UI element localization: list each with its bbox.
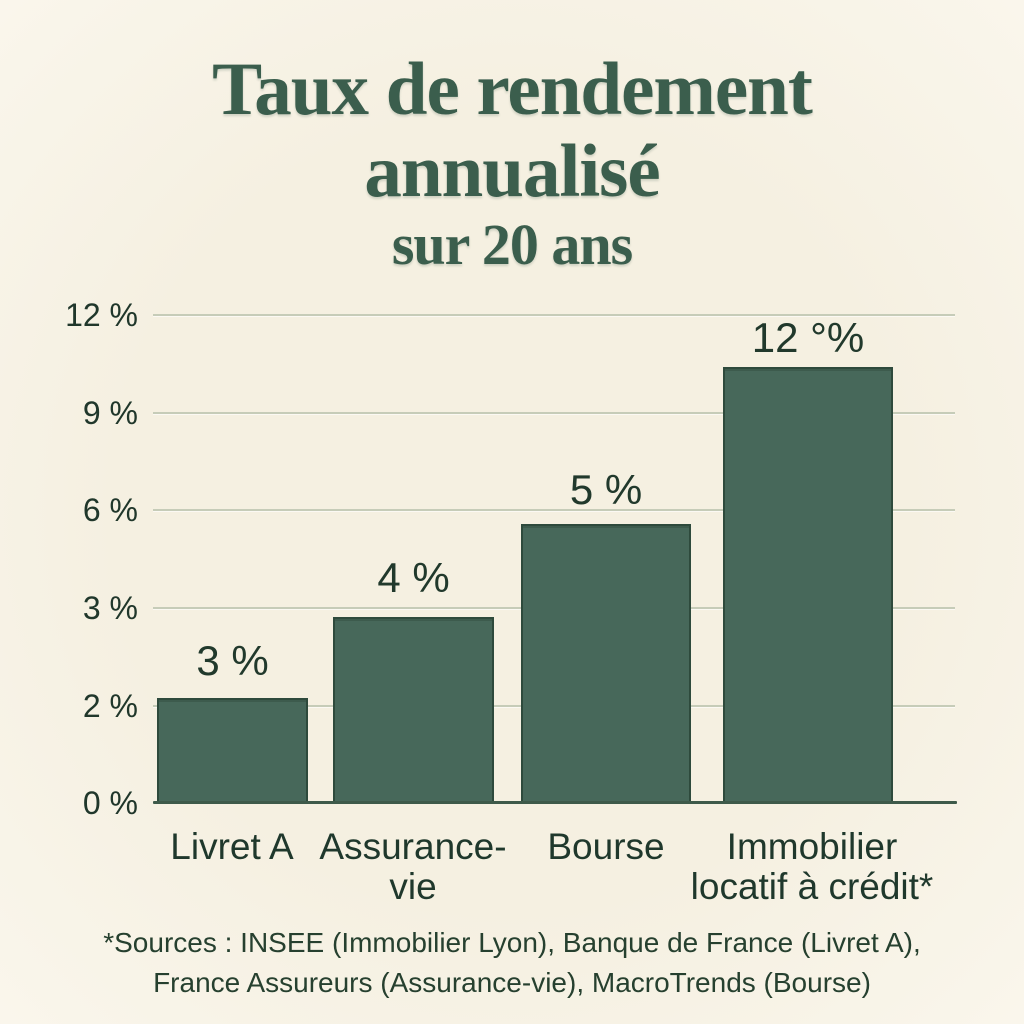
- chart-title-line-1: Taux de rendement: [212, 48, 813, 131]
- y-axis-tick-6: 6 %: [82, 492, 138, 528]
- x-label-livret-a: Livret A: [132, 827, 332, 867]
- value-label-livret-a: 3 %: [196, 637, 269, 684]
- gridline-12pct: [153, 314, 955, 316]
- value-label-assurance-vie: 4 %: [377, 554, 450, 601]
- value-label-immobilier: 12 °%: [751, 314, 865, 361]
- bar-bourse: [521, 524, 691, 803]
- x-label-line: Livret A: [170, 826, 294, 867]
- sources-footnote-line-2: France Assureurs (Assurance-vie), MacroT…: [153, 967, 871, 998]
- x-label-immobilier: Immobilier locatif à crédit*: [671, 827, 953, 907]
- y-axis-tick-3: 3 %: [82, 590, 138, 626]
- x-label-line: Bourse: [547, 826, 665, 867]
- x-label-assurance-vie: Assurance- vie: [303, 827, 523, 907]
- gridline-9pct: [153, 412, 955, 414]
- bar-livret-a: [157, 698, 308, 803]
- y-axis-tick-9: 9 %: [82, 395, 138, 431]
- chart-title-line-3: sur 20 ans: [391, 212, 633, 277]
- x-label-line: Immobilier: [726, 826, 898, 867]
- y-axis-tick-2: 2 %: [82, 688, 138, 724]
- bar-assurance-vie: [333, 617, 494, 803]
- y-axis-tick-12: 12 %: [65, 297, 138, 333]
- sources-footnote: *Sources : INSEE (Immobilier Lyon), Banq…: [0, 923, 1024, 1003]
- chart-title-line-2: annualisé: [364, 130, 660, 213]
- x-label-line: Assurance-: [319, 826, 507, 867]
- gridline-6pct: [153, 509, 955, 511]
- x-axis-baseline: [153, 801, 957, 804]
- x-label-line: vie: [389, 866, 437, 907]
- value-label-bourse: 5 %: [569, 466, 643, 513]
- x-label-bourse: Bourse: [506, 827, 706, 867]
- x-label-line: locatif à crédit*: [690, 866, 934, 907]
- sources-footnote-line-1: *Sources : INSEE (Immobilier Lyon), Banq…: [103, 927, 921, 958]
- y-axis-tick-0: 0 %: [82, 785, 138, 821]
- bar-immobilier: [723, 367, 893, 803]
